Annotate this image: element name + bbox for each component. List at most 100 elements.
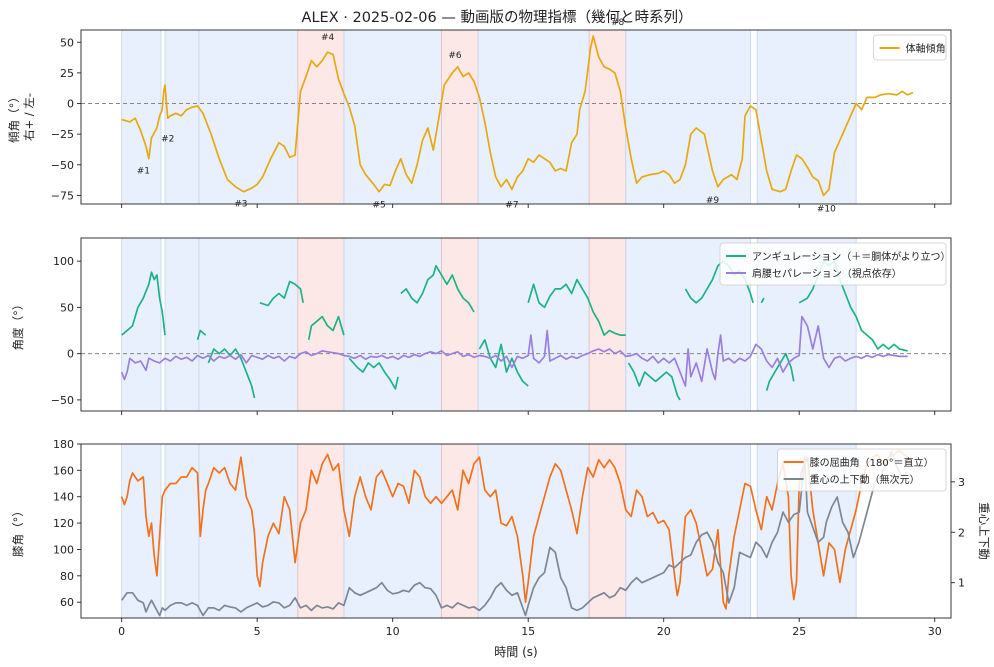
panel-1: #1 #2 #3 #4 #5 #6 #7 #8 #9 #10 −75 −50 −25 0 25 50 傾角（°）… — [7, 18, 952, 214]
series-1-line-segment-1 — [121, 271, 166, 336]
y2-tick-label: 1 — [958, 577, 965, 590]
y2-tick-label: 2 — [958, 526, 965, 539]
phase-span-10 — [756, 30, 857, 204]
axes-frame — [80, 237, 952, 412]
series-1-line-segment-12 — [760, 297, 765, 304]
panel-3: 0 5 10 15 20 25 30 60 80 100 120 140 160 180 1 2 3 膝角（°） 重… — [11, 438, 991, 638]
phase-span-4 — [297, 444, 345, 618]
series-1-line-segment-10 — [627, 362, 681, 401]
legend: アンギュレーション（＋＝胴体がより立つ） 肩腰セパレーション（視点依存） — [719, 242, 951, 286]
legend-label: 膝の屈曲角（180°＝直立） — [810, 456, 934, 469]
phase-span-4 — [297, 30, 345, 204]
y-tick-label: 25 — [60, 67, 74, 80]
panel-2: −50 0 50 100 角度（°） アンギュレーション（＋＝胴体がより立つ） 肩腰セパレー… — [11, 237, 952, 415]
y-tick-label: 0 — [67, 98, 74, 111]
series-1-line-segment-5 — [307, 315, 345, 340]
y-tick-label: −50 — [51, 159, 74, 172]
plot-area — [120, 444, 909, 618]
legend-label: 重心の上下動（無次元） — [810, 473, 920, 486]
phase-span-2 — [164, 30, 200, 204]
y-tick-label: 50 — [60, 301, 74, 314]
phase-span-9 — [625, 444, 751, 618]
phase-span-3 — [198, 238, 299, 411]
x-tick-label: 20 — [657, 625, 671, 638]
legend-label: 体軸傾角 — [906, 42, 946, 55]
y-axis-label: 右+ / 左- — [22, 93, 36, 141]
event-label: #3 — [234, 199, 247, 209]
y-tick-label: −25 — [51, 128, 74, 141]
x-tick-label: 30 — [928, 625, 942, 638]
phase-span-7 — [477, 444, 590, 618]
phase-span-5 — [343, 444, 442, 618]
series-2-line-segment-1 — [120, 315, 908, 387]
event-label: #5 — [372, 201, 385, 211]
phase-span-1 — [121, 238, 162, 411]
figure-title: ALEX · 2025-02-06 — 動画版の物理指標（幾何と時系列） — [302, 9, 693, 26]
y-axis-label: 傾角（°） — [7, 91, 21, 143]
legend-label: 肩腰セパレーション（視点依存） — [752, 267, 902, 280]
y-tick-label: −75 — [51, 189, 74, 202]
phase-span-6 — [441, 238, 479, 411]
legend-label: アンギュレーション（＋＝胴体がより立つ） — [752, 250, 951, 263]
event-label: #2 — [161, 135, 174, 145]
y-tick-label: 140 — [53, 491, 74, 504]
x-tick-label: 15 — [521, 625, 535, 638]
y-tick-label: 60 — [60, 596, 74, 609]
y-tick-label: 100 — [53, 543, 74, 556]
x-tick-label: 5 — [254, 625, 261, 638]
phase-span-8 — [588, 238, 627, 411]
series-1-line-segment-4 — [259, 280, 305, 307]
series-1-line-segment-7 — [400, 264, 475, 313]
y-tick-label: 80 — [60, 570, 74, 583]
event-label: #6 — [448, 51, 462, 61]
event-label: #9 — [706, 196, 720, 206]
plot-area — [81, 30, 951, 204]
axes-frame — [80, 443, 952, 619]
event-label: #7 — [505, 201, 518, 211]
series-1-line-segment-13 — [765, 352, 795, 391]
series-1-line-segment-1 — [120, 449, 909, 610]
y-axis-label: 角度（°） — [11, 299, 25, 351]
x-tick-label: 10 — [386, 625, 400, 638]
y-tick-label: 160 — [53, 464, 74, 477]
series-1-line-segment-6 — [348, 357, 399, 390]
y2-tick-label: 3 — [958, 476, 965, 489]
phase-span-7 — [477, 238, 590, 411]
phase-span-8 — [588, 30, 627, 204]
phase-span-6 — [441, 30, 479, 204]
axes-frame — [80, 29, 952, 205]
legend-box — [873, 34, 947, 61]
y-axis-label: 膝角（°） — [11, 505, 25, 557]
legend: 膝の屈曲角（180°＝直立） 重心の上下動（無次元） — [777, 448, 947, 492]
y-tick-label: 180 — [53, 438, 74, 451]
event-label: #1 — [137, 166, 150, 176]
phase-span-3 — [198, 30, 299, 204]
y2-axis-label: 重心上下動 — [977, 502, 991, 560]
y-tick-label: 100 — [53, 255, 74, 268]
phase-span-2 — [164, 238, 200, 411]
x-tick-label: 0 — [118, 625, 125, 638]
x-tick-label: 25 — [792, 625, 806, 638]
x-axis-label: 時間 (s) — [494, 645, 537, 659]
series-1-line-segment-2 — [196, 329, 207, 341]
legend: 体軸傾角 — [873, 34, 947, 61]
phase-span-4 — [297, 238, 345, 411]
legend-box — [777, 448, 947, 492]
series-2-line-segment-1 — [121, 450, 909, 617]
phase-span-9 — [625, 30, 751, 204]
y-tick-label: −50 — [51, 394, 74, 407]
legend-box — [719, 242, 947, 286]
phase-span-1 — [121, 444, 162, 618]
plot-area — [81, 238, 951, 411]
y-tick-label: 120 — [53, 517, 74, 530]
phase-span-7 — [477, 30, 590, 204]
y-tick-label: 0 — [67, 348, 74, 361]
event-label: #10 — [817, 204, 836, 214]
series-1-line-segment-9 — [527, 278, 626, 336]
series-1-line-segment-1 — [121, 35, 914, 197]
event-label: #8 — [611, 18, 625, 28]
phase-span-1 — [121, 30, 162, 204]
y-tick-label: 50 — [60, 36, 74, 49]
event-label: #4 — [321, 33, 335, 43]
series-1-line-segment-3 — [207, 348, 256, 399]
